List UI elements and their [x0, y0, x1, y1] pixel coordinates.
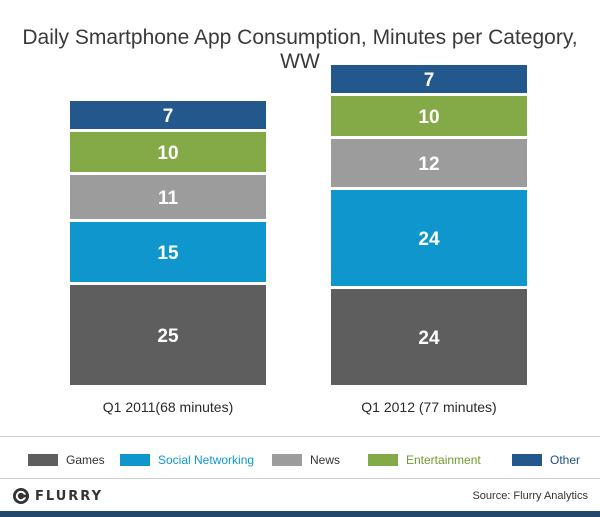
- bar-segment-games-1: [70, 285, 266, 385]
- data-label-news-1: 11: [158, 188, 179, 209]
- legend-label-other: Other: [550, 453, 581, 467]
- legend-swatch-social-networking: [120, 454, 150, 466]
- flurry-logo: FLURRY: [12, 487, 103, 505]
- data-label-games-2: 24: [418, 328, 440, 349]
- footer-accent-bar: [0, 511, 600, 517]
- legend-item-social-networking: Social Networking: [120, 450, 254, 470]
- bar-segment-social-networking-2: [331, 190, 527, 286]
- bar-segment-social-networking-1: [70, 222, 266, 282]
- data-label-other-1: 7: [163, 106, 174, 127]
- legend-swatch-games: [28, 454, 58, 466]
- legend-label-entertainment: Entertainment: [406, 453, 481, 467]
- data-label-other-2: 7: [424, 70, 435, 91]
- bar-segment-entertainment-2: [331, 96, 527, 136]
- legend-label-games: Games: [66, 453, 105, 467]
- data-label-entertainment-2: 10: [418, 107, 439, 128]
- legend-item-games: Games: [28, 450, 105, 470]
- category-label-2: Q1 2012 (77 minutes): [361, 399, 496, 415]
- category-label-1: Q1 2011(68 minutes): [103, 399, 233, 415]
- flurry-logo-icon: [13, 488, 29, 504]
- legend-swatch-other: [512, 454, 542, 466]
- bar-segment-entertainment-1: [70, 132, 266, 172]
- legend: Games Social Networking News Entertainme…: [0, 450, 600, 470]
- legend-item-other: Other: [512, 450, 580, 470]
- data-label-games-1: 25: [157, 326, 179, 347]
- legend-divider-top: [0, 436, 600, 437]
- flurry-logo-text: FLURRY: [35, 488, 103, 504]
- legend-swatch-news: [272, 454, 302, 466]
- data-label-social-networking-2: 24: [418, 229, 440, 250]
- legend-label-news: News: [310, 453, 341, 467]
- bar-segment-other-1: [70, 101, 266, 129]
- source-note: Source: Flurry Analytics: [472, 490, 588, 502]
- bar-segment-games-2: [331, 289, 527, 385]
- legend-divider-bottom: [0, 478, 600, 479]
- legend-item-entertainment: Entertainment: [368, 450, 481, 470]
- data-label-news-2: 12: [418, 154, 439, 175]
- bar-segment-news-2: [331, 139, 527, 187]
- bar-segment-other-2: [331, 65, 527, 93]
- legend-swatch-entertainment: [368, 454, 398, 466]
- data-label-entertainment-1: 10: [157, 143, 178, 164]
- stacked-bar-chart: 25 15 11 10 7 Q1 2011(68 minutes) 24 24 12 10 7 Q1 …: [70, 65, 527, 415]
- chart-title: Daily Smartphone App Consumption, Minute…: [22, 26, 578, 73]
- legend-item-news: News: [272, 450, 340, 470]
- legend-label-social-networking: Social Networking: [158, 453, 255, 467]
- bar-segment-news-1: [70, 175, 266, 219]
- data-label-social-networking-1: 15: [157, 243, 179, 264]
